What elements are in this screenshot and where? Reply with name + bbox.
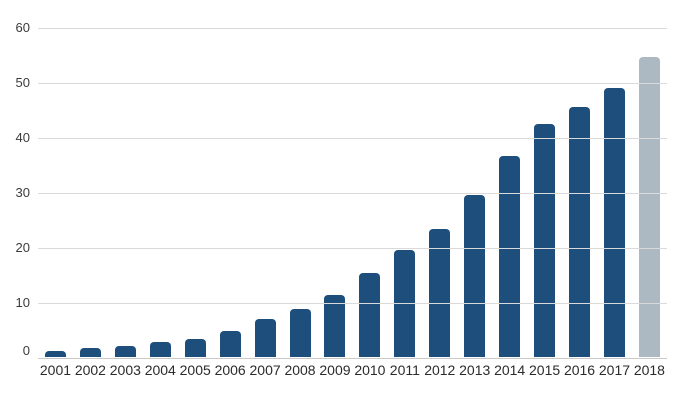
bar-2013: [464, 194, 486, 357]
bar-2014: [499, 155, 521, 357]
bar-slot-2009: [318, 28, 353, 357]
bar-slot-2001: [38, 28, 73, 357]
x-tick-label-2016: 2016: [563, 362, 596, 378]
x-tick-label-2004: 2004: [144, 362, 176, 378]
gridline-y-20: [38, 248, 667, 249]
y-axis: 0 10 20 30 40 50 60: [0, 0, 30, 403]
gridline-y-30: [38, 193, 667, 194]
bar-slot-2004: [143, 28, 178, 357]
x-tick-label-2014: 2014: [494, 362, 526, 378]
bar-2006: [219, 330, 241, 357]
bar-2007: [254, 318, 276, 357]
y-tick-label-50: 50: [15, 75, 30, 90]
bar-slot-2005: [178, 28, 213, 357]
bar-2017: [603, 87, 625, 357]
gridline-y-40: [38, 138, 667, 139]
bar-slot-2003: [108, 28, 143, 357]
x-tick-label-2005: 2005: [179, 362, 211, 378]
bar-slot-2013: [457, 28, 492, 357]
y-tick-label-30: 30: [15, 185, 30, 200]
bar-2001: [44, 350, 66, 357]
x-tick-label-2010: 2010: [354, 362, 386, 378]
bar-2015: [534, 124, 556, 357]
bars-container: [38, 28, 667, 357]
gridline-y-50: [38, 83, 667, 84]
bar-2018: [638, 57, 660, 357]
gridline-y-60: [38, 28, 667, 29]
bar-slot-2002: [73, 28, 108, 357]
bar-2004: [149, 341, 171, 357]
bar-2012: [429, 228, 451, 357]
bar-2016: [569, 107, 591, 357]
x-tick-label-2002: 2002: [74, 362, 106, 378]
bar-slot-2016: [562, 28, 597, 357]
bar-slot-2007: [248, 28, 283, 357]
x-tick-label-2015: 2015: [529, 362, 561, 378]
x-axis-line: [38, 358, 667, 359]
y-tick-label-10: 10: [15, 295, 30, 310]
x-tick-label-2006: 2006: [214, 362, 246, 378]
bar-2008: [289, 308, 311, 357]
bar-slot-2014: [492, 28, 527, 357]
x-tick-label-2008: 2008: [284, 362, 316, 378]
y-tick-label-60: 60: [15, 20, 30, 35]
x-tick-label-2013: 2013: [459, 362, 491, 378]
y-tick-label-0: 0: [22, 343, 30, 358]
x-tick-label-2003: 2003: [109, 362, 141, 378]
x-axis-labels: 2001 2002 2003 2004 2005 2006 2007 2008 2009 2010…: [38, 362, 667, 380]
bar-slot-2006: [213, 28, 248, 357]
x-tick-label-2007: 2007: [249, 362, 281, 378]
x-tick-label-2012: 2012: [424, 362, 456, 378]
gridline-y-10: [38, 303, 667, 304]
bar-slot-2010: [352, 28, 387, 357]
y-tick-label-20: 20: [15, 240, 30, 255]
y-tick-label-40: 40: [15, 130, 30, 145]
bar-2005: [184, 338, 206, 357]
bar-slot-2018: [632, 28, 667, 357]
x-tick-label-2001: 2001: [39, 362, 72, 378]
bar-2003: [114, 346, 136, 357]
bar-slot-2017: [597, 28, 632, 357]
bar-slot-2012: [422, 28, 457, 357]
bar-2002: [79, 348, 101, 357]
bar-2010: [359, 272, 381, 357]
bar-2009: [324, 295, 346, 357]
x-tick-label-2018: 2018: [633, 362, 665, 378]
x-tick-label-2011: 2011: [389, 362, 420, 378]
bar-slot-2008: [283, 28, 318, 357]
plot-area: [38, 28, 667, 359]
x-tick-label-2017: 2017: [598, 362, 631, 378]
x-tick-label-2009: 2009: [319, 362, 351, 378]
bar-slot-2015: [527, 28, 562, 357]
